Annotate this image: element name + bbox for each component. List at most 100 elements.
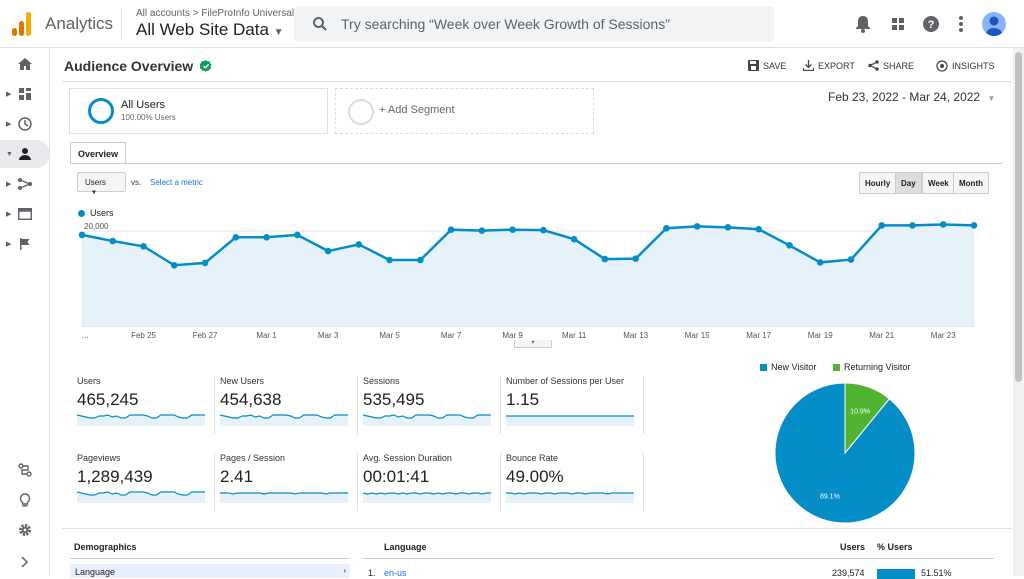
data-point	[447, 226, 455, 233]
metric-selector[interactable]: Users ▼	[77, 172, 126, 196]
x-tick-label: Mar 15	[685, 331, 710, 340]
data-point	[570, 235, 578, 243]
stat-tile[interactable]: New Users 454,638	[220, 376, 358, 434]
avatar[interactable]	[982, 12, 1006, 36]
property-name: All Web Site Data	[136, 20, 269, 39]
granularity-month[interactable]: Month	[953, 172, 989, 194]
data-point	[939, 221, 947, 228]
nav-behavior[interactable]: ▶	[0, 200, 50, 228]
stat-value: 1.15	[506, 390, 540, 409]
apps-grid-icon[interactable]	[888, 14, 908, 34]
nav-audience[interactable]: ▼	[0, 140, 50, 168]
series-area	[82, 224, 974, 326]
x-tick-label: Mar 17	[746, 331, 771, 340]
granularity-week[interactable]: Week	[922, 172, 955, 194]
stat-tile[interactable]: Sessions 535,495	[363, 376, 501, 434]
data-point	[263, 233, 270, 241]
sparkline-line	[77, 491, 205, 496]
stat-tile[interactable]: Pageviews 1,289,439	[77, 453, 215, 511]
nav-realtime[interactable]: ▶	[0, 110, 50, 138]
tab-overview[interactable]: Overview	[70, 142, 127, 164]
data-point	[724, 224, 732, 231]
sparkline-area	[506, 416, 634, 426]
segment-percent: 100.00% Users	[121, 113, 176, 122]
row-language-link[interactable]: en-us	[384, 568, 407, 578]
share-button[interactable]: SHARE	[868, 60, 914, 71]
app-name: Analytics	[45, 14, 114, 33]
bell-icon[interactable]	[853, 14, 873, 34]
flag-icon	[20, 238, 30, 250]
nav-attribution[interactable]	[0, 456, 50, 484]
attribution-icon	[18, 463, 32, 477]
save-button[interactable]: SAVE	[748, 60, 786, 71]
stat-tile[interactable]: Bounce Rate 49.00%	[506, 453, 644, 511]
data-point	[755, 225, 762, 233]
language-header-line	[362, 558, 994, 559]
scrollbar-thumb[interactable]	[1015, 52, 1022, 382]
tab-underline	[70, 163, 1002, 164]
insights-button[interactable]: INSIGHTS	[936, 60, 995, 72]
sparkline-line	[506, 492, 634, 495]
date-range-picker[interactable]: Feb 23, 2022 - Mar 24, 2022 ▼	[828, 90, 995, 104]
expand-arrow-icon: ▶	[6, 181, 12, 188]
analytics-logo-icon[interactable]	[12, 12, 32, 36]
stat-label: Pageviews	[77, 453, 121, 463]
sparkline-line	[77, 414, 205, 419]
more-vert-icon[interactable]	[951, 14, 971, 34]
add-segment-button[interactable]: + Add Segment	[335, 88, 594, 134]
insights-label: INSIGHTS	[952, 61, 995, 71]
search-input[interactable]: Try searching “Week over Week Growth of …	[294, 6, 774, 42]
nav-customization[interactable]: ▶	[0, 80, 50, 108]
x-tick-label: Mar 9	[502, 331, 523, 340]
data-point	[140, 242, 147, 250]
account-breadcrumb[interactable]: All accounts > FileProInfo Universal	[136, 8, 295, 19]
users-header[interactable]: Users	[840, 542, 866, 552]
row-index: 1.	[368, 568, 376, 578]
clock-icon	[18, 117, 32, 131]
stat-tile[interactable]: Pages / Session 2.41	[220, 453, 358, 511]
behavior-icon	[18, 208, 32, 220]
stat-value: 465,245	[77, 390, 139, 409]
nav-admin[interactable]	[0, 516, 50, 544]
search-icon	[313, 17, 327, 31]
chart-collapse-handle[interactable]: ▾	[514, 340, 552, 348]
property-selector[interactable]: All Web Site Data ▼	[136, 20, 284, 40]
scrollbar[interactable]	[1013, 48, 1024, 576]
stat-tile[interactable]: Avg. Session Duration 00:01:41	[363, 453, 501, 511]
stat-tile[interactable]: Number of Sessions per User 1.15	[506, 376, 644, 434]
sparkline-area	[506, 493, 634, 503]
chevron-right-icon: ›	[343, 566, 346, 575]
data-point	[417, 256, 424, 264]
nav-acquisition[interactable]: ▶	[0, 170, 50, 198]
segment-all-users[interactable]: All Users 100.00% Users	[69, 88, 328, 134]
x-tick-label: Feb 27	[193, 331, 218, 340]
export-button[interactable]: EXPORT	[803, 60, 855, 71]
sparkline-area	[363, 493, 491, 503]
x-tick-label: Mar 19	[808, 331, 833, 340]
stat-value: 00:01:41	[363, 467, 430, 486]
nav-conversions[interactable]: ▶	[0, 230, 50, 258]
search-placeholder: Try searching “Week over Week Growth of …	[341, 16, 670, 32]
sparkline	[220, 414, 348, 426]
row-pct-bar	[877, 569, 915, 579]
bottom-divider	[62, 528, 1012, 529]
pct-users-header[interactable]: % Users	[877, 542, 913, 552]
help-icon[interactable]: ?	[921, 14, 941, 34]
expand-arrow-icon: ▶	[6, 241, 12, 248]
expand-arrow-icon: ▶	[6, 91, 12, 98]
granularity-hourly[interactable]: Hourly	[859, 172, 897, 194]
nav-home[interactable]	[0, 50, 50, 78]
x-tick-label: Mar 5	[379, 331, 400, 340]
stat-tile[interactable]: Users 465,245	[77, 376, 215, 434]
nav-discover[interactable]	[0, 486, 50, 514]
stat-value: 454,638	[220, 390, 282, 409]
nav-expand[interactable]	[0, 548, 50, 576]
demographics-language-item[interactable]: Language ›	[70, 564, 350, 578]
title-row: Audience Overview SAVE EXPORT SHARE INSI…	[62, 48, 1012, 82]
legend-swatch	[833, 363, 840, 371]
main-panel: Audience Overview SAVE EXPORT SHARE INSI…	[62, 48, 1012, 579]
granularity-day[interactable]: Day	[895, 172, 922, 194]
sparkline-area	[220, 493, 348, 503]
select-metric-link[interactable]: Select a metric	[150, 178, 203, 187]
sparkline-area	[77, 492, 205, 503]
